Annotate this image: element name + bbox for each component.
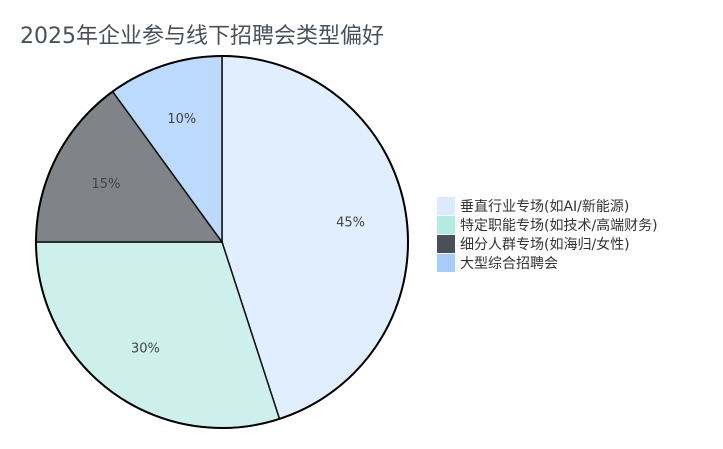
legend-item: 垂直行业专场(如AI/新能源) [437, 196, 658, 215]
slice-label: 15% [92, 177, 121, 192]
legend-label: 大型综合招聘会 [460, 255, 558, 272]
chart-title: 2025年企业参与线下招聘会类型偏好 [20, 24, 384, 49]
legend-swatch [437, 196, 455, 215]
legend-label: 细分人群专场(如海归/女性) [460, 236, 630, 253]
legend-item: 大型综合招聘会 [437, 253, 658, 272]
slice-label: 45% [336, 216, 365, 231]
legend-swatch [437, 253, 455, 272]
legend-swatch [437, 234, 455, 253]
legend: 垂直行业专场(如AI/新能源) 特定职能专场(如技术/高端财务) 细分人群专场(如海… [437, 196, 658, 272]
legend-swatch [437, 215, 455, 234]
pie-outline [35, 55, 409, 429]
slice-label: 10% [167, 112, 196, 127]
slice-label: 30% [131, 341, 160, 356]
legend-label: 特定职能专场(如技术/高端财务) [460, 217, 658, 234]
legend-label: 垂直行业专场(如AI/新能源) [460, 198, 630, 215]
legend-item: 细分人群专场(如海归/女性) [437, 234, 658, 253]
legend-item: 特定职能专场(如技术/高端财务) [437, 215, 658, 234]
